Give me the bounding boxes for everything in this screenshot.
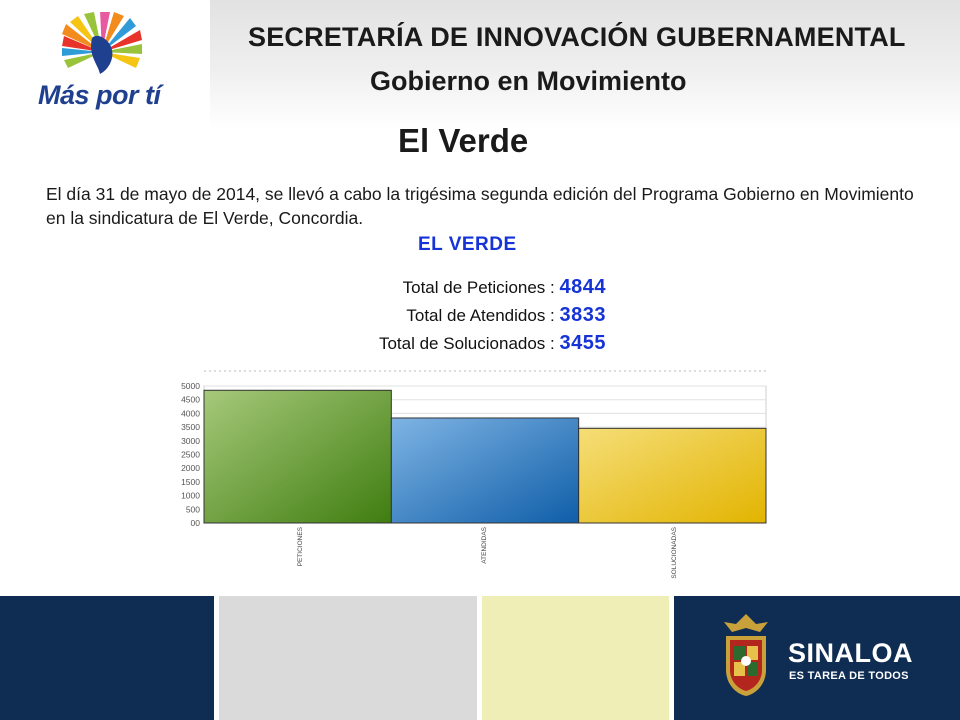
header-band xyxy=(210,0,960,128)
x-tick-label: SOLUCIONADAS xyxy=(671,526,678,578)
total-solucionados: Total de Solucionados : 3455 xyxy=(379,332,606,355)
page-title: El Verde xyxy=(398,122,529,159)
total-atendidos: Total de Atendidos : 3833 xyxy=(406,304,606,327)
total-peticiones: Total de Peticiones : 4844 xyxy=(403,276,606,299)
chart-heading: EL VERDE xyxy=(418,234,517,255)
footer-panel-sinaloa xyxy=(674,596,960,720)
sinaloa-slogan: ES TAREA DE TODOS xyxy=(789,670,909,682)
sinaloa-coat-of-arms-icon xyxy=(724,614,768,696)
bar-solucionadas xyxy=(578,427,767,524)
intro-paragraph: El día 31 de mayo de 2014, se llevó a ca… xyxy=(46,184,914,228)
y-tick-label: 3500 xyxy=(181,422,200,432)
header-title: SECRETARÍA DE INNOVACIÓN GUBERNAMENTAL xyxy=(248,22,906,52)
total-solucionados-label: Total de Solucionados : xyxy=(378,334,555,353)
y-tick-label: 2000 xyxy=(181,463,200,473)
y-tick-label: 4500 xyxy=(181,395,200,405)
x-tick-label: ATENDIDAS xyxy=(481,526,488,563)
sinaloa-wordmark: SINALOA xyxy=(788,638,913,668)
footer-panel-navy xyxy=(0,596,214,720)
bar-atendidas xyxy=(390,417,580,524)
footer-panel-cream xyxy=(482,596,669,720)
y-tick-label: 1000 xyxy=(181,491,200,501)
x-tick-label: PETICIONES xyxy=(297,526,304,566)
y-tick-label: 2500 xyxy=(181,450,200,460)
y-tick-label: 500 xyxy=(186,504,200,514)
y-tick-label: 1500 xyxy=(181,477,200,487)
total-atendidos-label: Total de Atendidos : xyxy=(406,306,555,325)
bar-peticiones xyxy=(203,389,392,524)
bar-chart: 00 500 1000 1500 2000 2500 3000 3500 4000 4500 500… xyxy=(181,370,767,579)
total-peticiones-value: 4844 xyxy=(559,276,606,298)
header-subtitle: Gobierno en Movimiento xyxy=(370,66,687,96)
total-peticiones-label: Total de Peticiones : xyxy=(402,278,555,297)
mas-por-ti-logo xyxy=(62,12,142,74)
y-tick-label: 3000 xyxy=(181,436,200,446)
footer-panel-gray xyxy=(219,596,477,720)
total-solucionados-value: 3455 xyxy=(559,332,606,354)
y-tick-label: 5000 xyxy=(181,381,200,391)
logo-text: Más por tí xyxy=(38,80,161,110)
y-tick-label: 00 xyxy=(191,518,201,528)
total-atendidos-value: 3833 xyxy=(559,304,606,326)
y-tick-label: 4000 xyxy=(181,408,200,418)
